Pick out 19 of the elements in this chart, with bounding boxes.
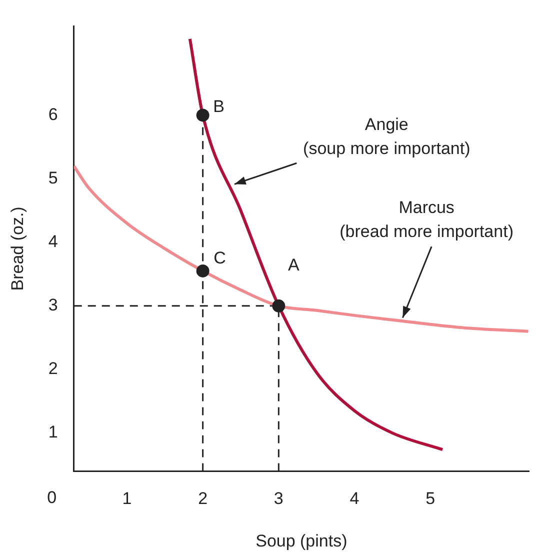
text: 0 xyxy=(47,488,57,507)
x-tick-label: 5 xyxy=(426,489,436,508)
annotation: Angie (soup more important) xyxy=(303,114,470,158)
x-tick-label: 1 xyxy=(122,489,132,508)
x-tick-label: 2 xyxy=(198,489,208,508)
annotation: C xyxy=(214,248,226,268)
annotation: B xyxy=(213,96,224,116)
y-tick-label: 3 xyxy=(48,296,58,315)
x-tick-label: 4 xyxy=(350,489,360,508)
y-tick-label: 2 xyxy=(48,359,58,378)
annotation: Marcus (bread more important) xyxy=(340,198,514,242)
annotation: A xyxy=(288,256,300,275)
y-tick-label: 6 xyxy=(48,104,58,124)
y-axis-title: Bread (oz.) xyxy=(8,206,27,291)
y-tick-label: 4 xyxy=(48,232,58,252)
y-tick-label: 5 xyxy=(48,168,58,188)
x-tick-label: 3 xyxy=(274,489,284,508)
y-tick-label: 1 xyxy=(48,422,58,442)
x-axis-title: Soup (pints) xyxy=(256,531,348,550)
